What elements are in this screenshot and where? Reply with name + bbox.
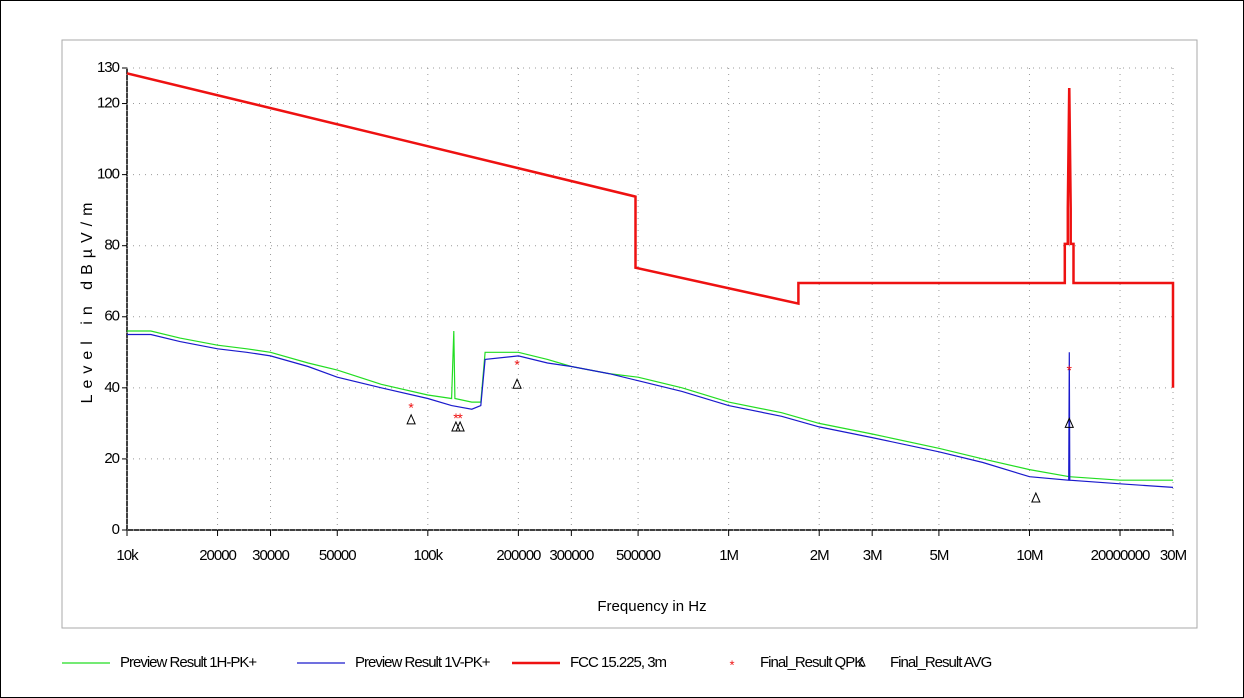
series-line [126, 72, 1175, 388]
x-tick-label: 5M [929, 547, 948, 564]
x-tick-label: 300000 [549, 547, 594, 564]
legend-label: FCC 15.225, 3m [570, 654, 667, 671]
legend-label: Preview Result 1H-PK+ [120, 654, 257, 671]
qpk-marker: * [1067, 362, 1073, 378]
y-tick-label: 60 [104, 308, 119, 325]
x-tick-label: 30000 [252, 547, 289, 564]
y-tick-label: 20 [104, 450, 119, 467]
x-tick-label: 10M [1016, 547, 1043, 564]
qpk-marker: * [408, 399, 414, 415]
x-tick-label: 20000000 [1091, 547, 1150, 564]
x-tick-label: 2M [810, 547, 829, 564]
y-tick-label: 40 [104, 379, 119, 396]
avg-marker [455, 420, 465, 432]
x-tick-label: 1M [719, 547, 738, 564]
x-tick-label: 10k [116, 547, 139, 564]
x-tick-label: 20000 [199, 547, 236, 564]
y-tick-label: 130 [97, 59, 120, 76]
x-tick-label: 30M [1160, 547, 1187, 564]
x-tick-label: 200000 [496, 547, 541, 564]
series-line [127, 330, 1173, 481]
legend-label: Final_Result AVG [890, 654, 992, 671]
avg-marker [406, 413, 416, 425]
series-line [127, 333, 1174, 488]
legend-label: Preview Result 1V-PK+ [355, 654, 491, 671]
legend-swatch [858, 657, 866, 667]
y-tick-label: 0 [112, 521, 120, 538]
y-tick-label: 100 [97, 166, 120, 183]
x-tick-label: 500000 [616, 547, 661, 564]
y-tick-label: 80 [104, 237, 119, 254]
x-tick-label: 100k [414, 547, 444, 564]
avg-marker [1064, 417, 1075, 428]
chart-frame [61, 39, 1198, 629]
avg-marker [512, 378, 522, 389]
y-axis-title: Level in dBµV/m [79, 197, 96, 404]
x-tick-label: 3M [863, 547, 882, 564]
avg-marker [1031, 491, 1041, 503]
qpk-marker: * [457, 410, 463, 426]
qpk-marker: * [514, 357, 520, 373]
qpk-marker: * [453, 410, 459, 426]
legend-label: Final_Result QPK [760, 654, 864, 671]
legend-swatch: * [729, 657, 734, 672]
x-axis-title: Frequency in Hz [597, 598, 706, 615]
x-tick-label: 50000 [319, 547, 356, 564]
y-tick-label: 120 [97, 95, 120, 112]
